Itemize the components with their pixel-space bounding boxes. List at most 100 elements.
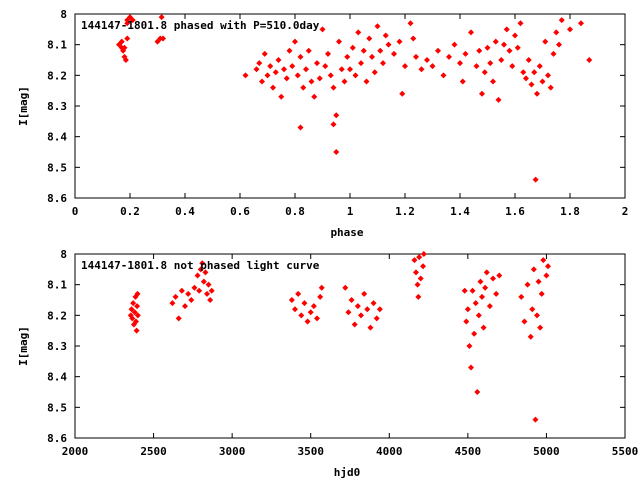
- x-tick-label: 1: [347, 205, 354, 218]
- x-tick-label: 2: [622, 205, 629, 218]
- data-point: [130, 300, 137, 307]
- x-tick-label: 0.2: [120, 205, 140, 218]
- data-point: [481, 69, 488, 76]
- data-point: [435, 47, 441, 54]
- data-point: [200, 278, 207, 285]
- phased-x-axis-label: phase: [330, 226, 363, 239]
- data-point: [545, 72, 551, 79]
- data-point: [197, 266, 204, 273]
- data-point: [304, 318, 311, 325]
- data-point: [264, 72, 271, 79]
- y-tick-label: 8.2: [47, 69, 67, 82]
- data-point: [480, 324, 487, 331]
- data-point: [538, 290, 545, 297]
- data-point: [523, 75, 529, 82]
- data-point: [348, 297, 355, 303]
- x-tick-label: 0.4: [175, 205, 195, 218]
- y-tick-label: 8.5: [47, 161, 67, 174]
- x-tick-label: 1.4: [450, 205, 470, 218]
- data-point: [518, 293, 525, 300]
- data-point: [118, 38, 125, 45]
- data-point: [490, 275, 496, 282]
- data-point: [545, 263, 551, 270]
- data-point: [506, 47, 513, 54]
- data-point: [317, 293, 324, 300]
- data-point: [539, 78, 546, 85]
- data-point: [514, 44, 521, 51]
- data-point: [509, 63, 516, 70]
- data-point: [517, 20, 524, 27]
- data-point: [172, 293, 179, 300]
- data-point: [288, 297, 295, 303]
- phased-plot-title: 144147-1801.8 phased with P=510.0day: [81, 19, 320, 32]
- data-point: [550, 50, 557, 57]
- data-point: [281, 66, 287, 73]
- data-point: [521, 318, 528, 325]
- data-point: [134, 312, 141, 319]
- data-point: [484, 44, 491, 51]
- data-point: [558, 17, 565, 24]
- data-point: [486, 303, 493, 310]
- data-point: [531, 69, 538, 76]
- data-point: [473, 63, 480, 70]
- data-point: [469, 287, 476, 294]
- data-point: [242, 72, 249, 79]
- data-point: [283, 75, 290, 82]
- data-point: [319, 26, 326, 33]
- x-tick-label: 0.8: [285, 205, 305, 218]
- data-point: [307, 309, 314, 316]
- data-point: [253, 66, 260, 73]
- data-point: [424, 57, 430, 63]
- y-tick-label: 8.4: [47, 131, 67, 144]
- data-point: [414, 281, 421, 288]
- data-point: [367, 324, 374, 331]
- y-tick-label: 8.6: [47, 192, 67, 205]
- data-point: [530, 266, 537, 273]
- data-point: [468, 29, 474, 36]
- data-point: [314, 315, 320, 322]
- data-point: [124, 20, 131, 27]
- data-point: [330, 121, 337, 128]
- data-point: [462, 50, 469, 57]
- data-point: [380, 60, 386, 67]
- data-point: [178, 287, 185, 294]
- data-point: [382, 32, 389, 39]
- data-point: [191, 284, 198, 291]
- data-point: [407, 20, 414, 27]
- data-point: [361, 290, 368, 297]
- data-point: [451, 41, 458, 48]
- data-point: [134, 303, 141, 310]
- data-point: [527, 333, 534, 340]
- data-point: [459, 78, 466, 85]
- data-point: [360, 47, 367, 54]
- data-point: [537, 324, 544, 331]
- data-point: [524, 281, 531, 288]
- data-point: [301, 300, 308, 307]
- data-point: [352, 72, 359, 79]
- data-point: [553, 29, 560, 36]
- x-tick-label: 1.8: [560, 205, 580, 218]
- data-point: [286, 47, 293, 54]
- y-tick-label: 8.3: [47, 340, 67, 353]
- data-point: [417, 275, 424, 282]
- data-point: [411, 257, 418, 264]
- data-point: [294, 72, 301, 79]
- data-point: [540, 257, 547, 264]
- data-point: [272, 69, 279, 76]
- data-point: [463, 318, 470, 325]
- data-point: [333, 149, 340, 155]
- data-point: [528, 81, 535, 88]
- data-point: [322, 63, 329, 70]
- data-point: [363, 78, 370, 85]
- data-point: [377, 47, 384, 54]
- y-tick-label: 8.5: [47, 401, 67, 414]
- data-point: [355, 29, 362, 36]
- x-tick-label: 1.6: [505, 205, 525, 218]
- data-point: [204, 290, 210, 297]
- data-point: [267, 63, 274, 70]
- data-point: [420, 263, 427, 270]
- data-point: [542, 38, 549, 45]
- data-point: [134, 290, 141, 297]
- data-point: [369, 53, 375, 60]
- data-point: [547, 84, 554, 91]
